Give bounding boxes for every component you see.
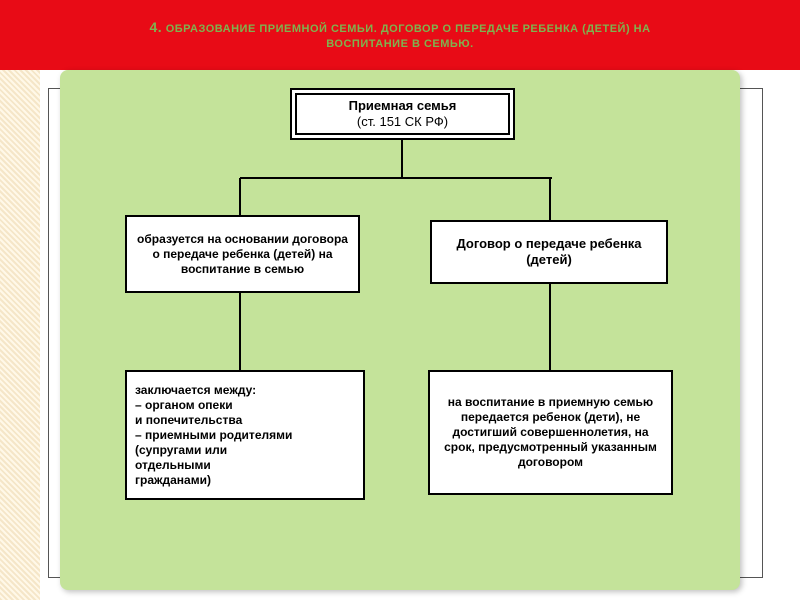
- node-title: Приемная семья: [304, 98, 501, 114]
- node-left1: образуется на основании договора о перед…: [125, 215, 360, 293]
- header-line1: ОБРАЗОВАНИЕ ПРИЕМНОЙ СЕМЬИ. ДОГОВОР О ПЕ…: [166, 23, 651, 35]
- sidebar-texture: [0, 70, 40, 600]
- header-title: 4. ОБРАЗОВАНИЕ ПРИЕМНОЙ СЕМЬИ. ДОГОВОР О…: [149, 18, 650, 53]
- node-line: и попечительства: [135, 413, 355, 428]
- node-right1: Договор о передаче ребенка (детей): [430, 220, 668, 284]
- connector-line: [401, 140, 403, 178]
- node-left2: заключается между:– органом опеки и попе…: [125, 370, 365, 500]
- node-text: Приемная семья(ст. 151 СК РФ): [304, 98, 501, 131]
- node-text: образуется на основании договора о перед…: [135, 232, 350, 277]
- node-line: заключается между:: [135, 383, 355, 398]
- diagram-panel: Приемная семья(ст. 151 СК РФ) образуется …: [60, 70, 740, 590]
- node-text: Договор о передаче ребенка (детей): [440, 236, 658, 269]
- node-line: гражданами): [135, 473, 355, 488]
- header-number: 4.: [149, 19, 162, 35]
- connector-line: [549, 284, 551, 370]
- node-root: Приемная семья(ст. 151 СК РФ): [290, 88, 515, 140]
- connector-line: [240, 177, 552, 179]
- header-line2: ВОСПИТАНИЕ В СЕМЬЮ.: [326, 38, 473, 50]
- node-line: отдельными: [135, 458, 355, 473]
- node-text: на воспитание в приемную семью передаетс…: [438, 395, 663, 470]
- connector-line: [549, 178, 551, 220]
- node-right2: на воспитание в приемную семью передаетс…: [428, 370, 673, 495]
- node-line: (супругами или: [135, 443, 355, 458]
- header-bar: 4. ОБРАЗОВАНИЕ ПРИЕМНОЙ СЕМЬИ. ДОГОВОР О…: [0, 0, 800, 70]
- connector-line: [239, 178, 241, 215]
- connector-line: [239, 293, 241, 370]
- node-line: – приемными родителями: [135, 428, 355, 443]
- node-line: – органом опеки: [135, 398, 355, 413]
- node-subtitle: (ст. 151 СК РФ): [304, 114, 501, 130]
- node-text: заключается между:– органом опеки и попе…: [135, 383, 355, 488]
